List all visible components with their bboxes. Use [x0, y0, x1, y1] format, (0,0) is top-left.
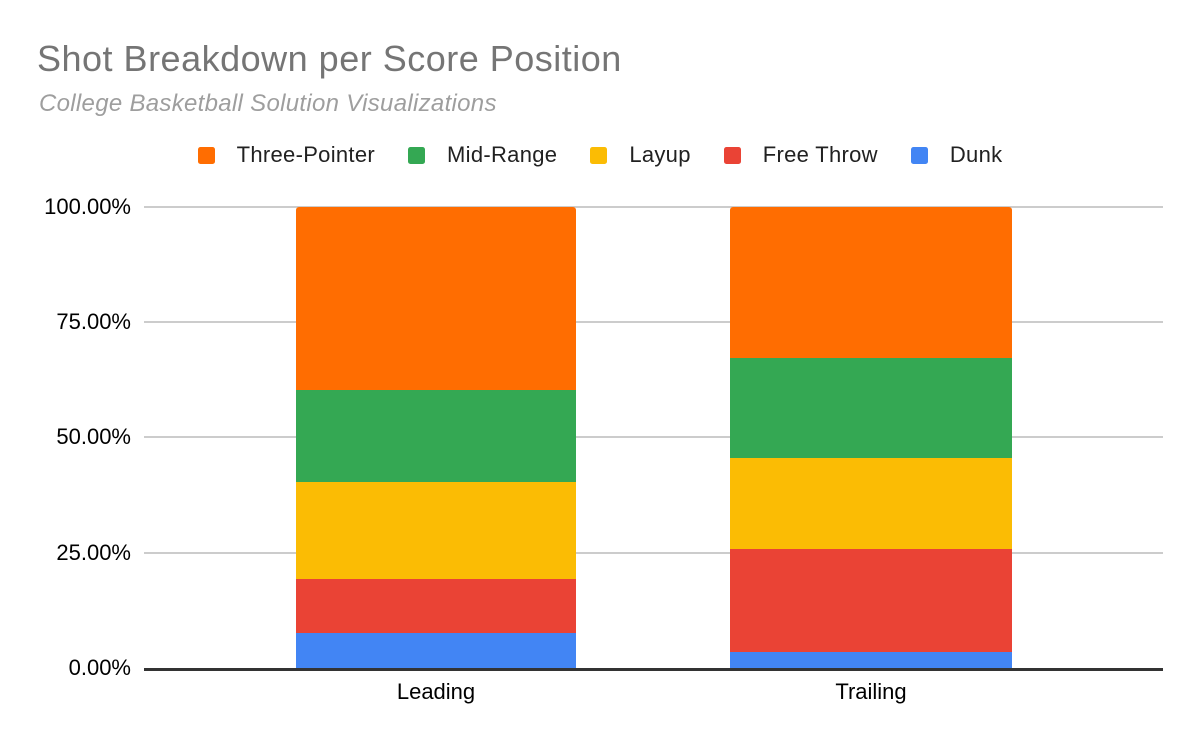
bar-segment-leading-dunk[interactable]	[296, 633, 576, 668]
gridline-100	[144, 205, 1163, 208]
bar-segment-trailing-three-pointer[interactable]	[730, 206, 1012, 358]
gridline-50	[144, 436, 1163, 439]
x-axis-baseline	[144, 668, 1163, 671]
legend-label: Dunk	[949, 142, 1003, 167]
bar-segment-leading-free-throw[interactable]	[296, 578, 576, 634]
bar-segment-leading-three-pointer[interactable]	[296, 206, 576, 390]
x-axis-label-trailing: Trailing	[835, 679, 907, 704]
legend-item-dunk[interactable]: Dunk	[910, 142, 1003, 168]
chart-title: Shot Breakdown per Score Position	[37, 38, 622, 79]
legend-item-mid-range[interactable]: Mid-Range	[408, 142, 557, 168]
gridline-25	[144, 551, 1163, 554]
legend-label: Mid-Range	[447, 142, 558, 167]
bar-segment-trailing-layup[interactable]	[730, 457, 1012, 550]
y-axis-label-25: 25.00%	[56, 539, 131, 565]
y-axis-label-100: 100.00%	[44, 193, 131, 219]
legend-label: Layup	[629, 142, 691, 167]
x-axis-label-leading: Leading	[396, 679, 476, 704]
legend-swatch-icon	[197, 146, 215, 164]
legend-label: Three-Pointer	[236, 142, 375, 167]
legend-item-layup[interactable]: Layup	[590, 142, 690, 168]
gridline-75	[144, 320, 1163, 323]
bar-trailing	[730, 206, 1012, 668]
legend-label: Free Throw	[762, 142, 878, 167]
bar-segment-trailing-mid-range[interactable]	[730, 357, 1012, 458]
bar-leading	[296, 206, 576, 668]
bar-segment-trailing-dunk[interactable]	[730, 651, 1012, 668]
bar-segment-trailing-free-throw[interactable]	[730, 549, 1012, 652]
y-axis-label-75: 75.00%	[56, 308, 131, 334]
bar-segment-leading-mid-range[interactable]	[296, 389, 576, 483]
legend-swatch-icon	[910, 146, 928, 164]
legend-swatch-icon	[723, 146, 741, 164]
y-axis-label-50: 50.00%	[56, 424, 131, 450]
legend-item-three-pointer[interactable]: Three-Pointer	[197, 142, 375, 168]
legend-swatch-icon	[590, 146, 608, 164]
chart-subtitle: College Basketball Solution Visualizatio…	[39, 90, 497, 117]
legend-swatch-icon	[408, 146, 425, 164]
y-axis-label-0: 0.00%	[68, 655, 131, 680]
bar-segment-leading-layup[interactable]	[296, 482, 576, 579]
legend: Three-Pointer Mid-Range Layup Free Throw Dun…	[0, 142, 1200, 168]
legend-item-free-throw[interactable]: Free Throw	[723, 142, 878, 168]
